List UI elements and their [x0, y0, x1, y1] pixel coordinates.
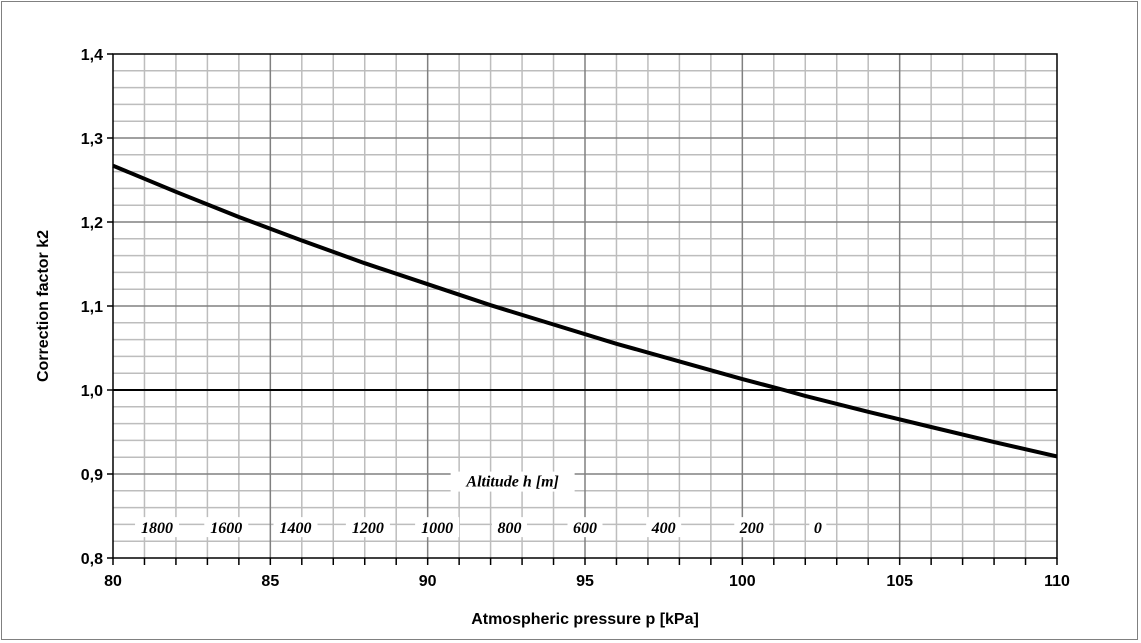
x-axis-title: Atmospheric pressure p [kPa]	[471, 611, 699, 628]
altitude-label-bg	[135, 517, 180, 538]
altitude-label: 400	[651, 520, 676, 537]
altitude-label: 0	[814, 520, 822, 537]
altitude-label: 1600	[210, 520, 242, 537]
altitude-label: 600	[573, 520, 597, 537]
x-tick-label: 105	[886, 573, 913, 590]
altitude-label-bg	[273, 517, 318, 538]
altitude-label-bg	[491, 517, 527, 538]
y-tick-label: 0,9	[81, 467, 103, 484]
altitude-label-bg	[204, 517, 249, 538]
y-tick-label: 1,4	[81, 47, 103, 64]
x-tick-label: 100	[729, 573, 756, 590]
altitude-label-bg	[415, 517, 460, 538]
y-tick-label: 1,2	[81, 215, 103, 232]
altitude-label-bg	[734, 517, 770, 538]
y-tick-label: 0,8	[81, 551, 103, 568]
altitude-label: 1200	[352, 520, 384, 537]
altitude-label-bg	[345, 517, 390, 538]
series-line-k2	[112, 163, 1058, 459]
altitude-label-bg	[567, 517, 603, 538]
grid-major	[113, 54, 1057, 558]
x-tick-label: 85	[261, 573, 279, 590]
x-tick-label: 95	[576, 573, 594, 590]
y-tick-label: 1,0	[81, 383, 103, 400]
altitude-label: 200	[739, 520, 764, 537]
x-tick-label: 80	[104, 573, 122, 590]
altitude-label: 800	[497, 520, 521, 537]
y-tick-label: 1,3	[81, 131, 103, 148]
altitude-label-bg	[809, 517, 827, 538]
y-tick-label: 1,1	[81, 299, 103, 316]
x-tick-label: 110	[1044, 573, 1070, 590]
x-tick-label: 90	[419, 573, 437, 590]
altitude-title-bg	[450, 471, 575, 492]
tick-marks	[107, 53, 1058, 565]
x-tick-labels: 80 85 90 95 100 105 110	[104, 573, 1070, 590]
y-tick-labels: 0,8 0,9 1,0 1,1 1,2 1,3 1,4	[81, 47, 103, 568]
altitude-label: 1000	[421, 520, 453, 537]
y-axis-title: Correction factor k2	[35, 230, 52, 382]
altitude-title: Altitude h [m]	[465, 474, 558, 491]
altitude-label-bg	[646, 517, 682, 538]
altitude-labels: 1800 1600 1400 1200 1000 800 600 400 200 0	[135, 517, 827, 538]
altitude-label: 1800	[141, 520, 173, 537]
altitude-label: 1400	[280, 520, 312, 537]
